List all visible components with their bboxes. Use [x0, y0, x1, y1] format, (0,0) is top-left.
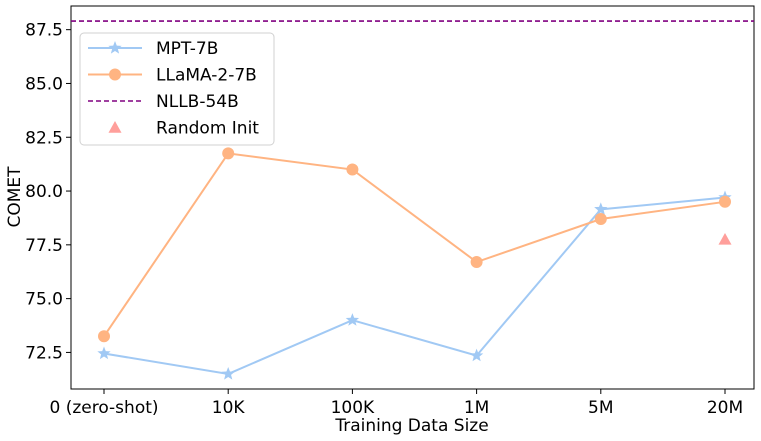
legend-label: NLLB-54B [156, 92, 239, 112]
series-0-point [97, 346, 111, 360]
x-tick-label: 1M [464, 398, 489, 418]
legend-item: NLLB-54B [88, 92, 239, 112]
random-init-point [718, 232, 732, 245]
y-tick-label: 82.5 [25, 128, 63, 148]
x-axis-title: Training Data Size [334, 416, 488, 436]
x-tick-label: 10K [212, 398, 246, 418]
series-line-1 [103, 152, 726, 337]
legend-label: MPT-7B [156, 39, 218, 59]
series-1-point [719, 195, 731, 208]
series-1-point [470, 256, 483, 269]
legend-label: Random Init [156, 119, 259, 139]
x-tick-label: 20M [707, 398, 743, 418]
legend-item: Random Init [108, 119, 259, 139]
legend-swatch-marker [108, 121, 122, 133]
plot-frame [70, 5, 755, 390]
y-tick-label: 77.5 [25, 236, 63, 256]
y-tick-label: 75.0 [25, 290, 63, 310]
legend: MPT-7B LLaMA-2-7B NLLB-54B Random Init [79, 32, 275, 146]
legend-swatch-marker [109, 68, 121, 81]
x-tick-label: 0 (zero-shot) [49, 398, 158, 418]
series-0-point [469, 348, 484, 362]
legend-label: LLaMA-2-7B [156, 66, 257, 86]
series-line-0 [103, 196, 726, 375]
series-1-point [594, 213, 607, 226]
y-tick-label: 87.5 [25, 21, 63, 41]
legend-item: MPT-7B [88, 39, 218, 59]
series-0-point [594, 202, 608, 215]
points-layer [718, 232, 732, 245]
series-0-point [345, 313, 360, 326]
x-tick-label: 100K [331, 398, 375, 418]
series-1-point [222, 147, 235, 160]
legend-box [79, 32, 275, 146]
y-tick-label: 85.0 [25, 74, 63, 94]
series-1-point [346, 163, 359, 176]
x-tick-label: 5M [588, 398, 613, 418]
legend-items: MPT-7B LLaMA-2-7B NLLB-54B Random Init [88, 39, 259, 139]
y-tick-label: 80.0 [25, 182, 63, 202]
y-axis-ticks: 72.5 75.0 77.5 80.0 82.5 85.0 87.5 [25, 21, 71, 363]
series-1-point [98, 330, 110, 343]
series-0-point [221, 366, 235, 380]
series-layer [97, 147, 732, 380]
legend-swatch-marker [108, 41, 122, 54]
x-axis-ticks: 0 (zero-shot) 10K 100K 1M 5M 20M [49, 389, 743, 418]
y-tick-label: 72.5 [25, 343, 63, 363]
y-axis-title: COMET [5, 166, 25, 228]
legend-item: LLaMA-2-7B [88, 66, 257, 86]
